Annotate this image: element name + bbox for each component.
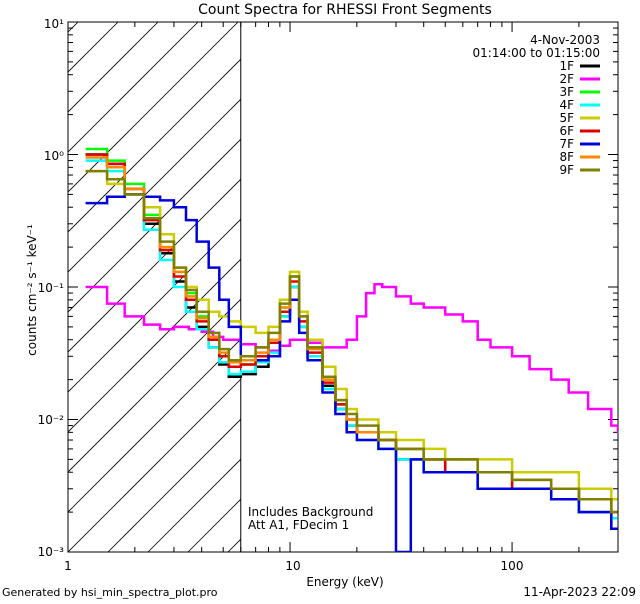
legend-label-2F: 2F — [559, 72, 574, 86]
series-group — [85, 147, 618, 552]
y-tick-label-1e0: 10⁰ — [44, 149, 64, 163]
time-range-label: 01:14:00 to 01:15:00 — [473, 46, 600, 60]
legend-label-3F: 3F — [559, 85, 574, 99]
hatch-line — [68, 138, 241, 313]
y-axis-label: counts cm⁻² s⁻¹ keV⁻¹ — [25, 224, 39, 356]
hatch-line — [68, 218, 241, 393]
hatch-line — [0, 0, 108, 552]
hatch-line — [107, 418, 241, 552]
footer-generated-by: Generated by hsi_min_spectra_plot.pro — [2, 586, 218, 599]
hatched-region — [0, 0, 640, 552]
hatch-line — [68, 378, 241, 552]
y-tick-label-1e1: 10¹ — [44, 17, 64, 31]
hatch-line — [68, 22, 199, 153]
legend-label-4F: 4F — [559, 98, 574, 112]
series-line-7F — [85, 193, 618, 552]
hatch-line — [68, 178, 241, 353]
hatch-line — [348, 0, 640, 552]
date-label: 4-Nov-2003 — [530, 33, 600, 47]
x-tick-label-10: 10 — [285, 559, 300, 573]
hatch-line — [68, 22, 239, 193]
legend-label-1F: 1F — [559, 59, 574, 73]
hatch-line — [68, 22, 79, 33]
x-tick-label-1: 1 — [64, 559, 72, 573]
annotation-background: Includes Background — [248, 505, 373, 519]
hatch-line — [68, 258, 241, 433]
series-line-2F — [85, 282, 618, 434]
x-axis-ticks — [67, 22, 619, 552]
annotation-attenuator: Att A1, FDecim 1 — [248, 518, 349, 532]
hatch-line — [68, 338, 241, 513]
series-line-9F — [85, 169, 618, 514]
y-tick-label-1e-3: 10⁻³ — [38, 545, 65, 559]
chart-title: Count Spectra for RHESSI Front Segments — [198, 2, 492, 18]
legend-label-8F: 8F — [559, 150, 574, 164]
hatch-line — [68, 22, 119, 73]
x-tick-label-100: 100 — [501, 559, 524, 573]
legend-label-6F: 6F — [559, 124, 574, 138]
footer-timestamp: 11-Apr-2023 22:09 — [523, 585, 636, 599]
hatch-line — [68, 298, 241, 473]
x-axis-label: Energy (keV) — [306, 575, 383, 589]
legend-label-5F: 5F — [559, 111, 574, 125]
y-tick-label-1e-1: 10⁻¹ — [38, 281, 65, 295]
y-tick-label-1e-2: 10⁻² — [38, 413, 65, 427]
series-line-3F — [85, 147, 618, 514]
series-line-6F — [85, 153, 618, 514]
hatch-line — [68, 22, 159, 113]
legend-label-9F: 9F — [559, 163, 574, 177]
legend-label-7F: 7F — [559, 137, 574, 151]
hatch-line — [268, 0, 640, 552]
y-axis-ticks — [68, 21, 618, 553]
hatch-line — [68, 98, 241, 273]
hatch-line — [308, 0, 640, 552]
